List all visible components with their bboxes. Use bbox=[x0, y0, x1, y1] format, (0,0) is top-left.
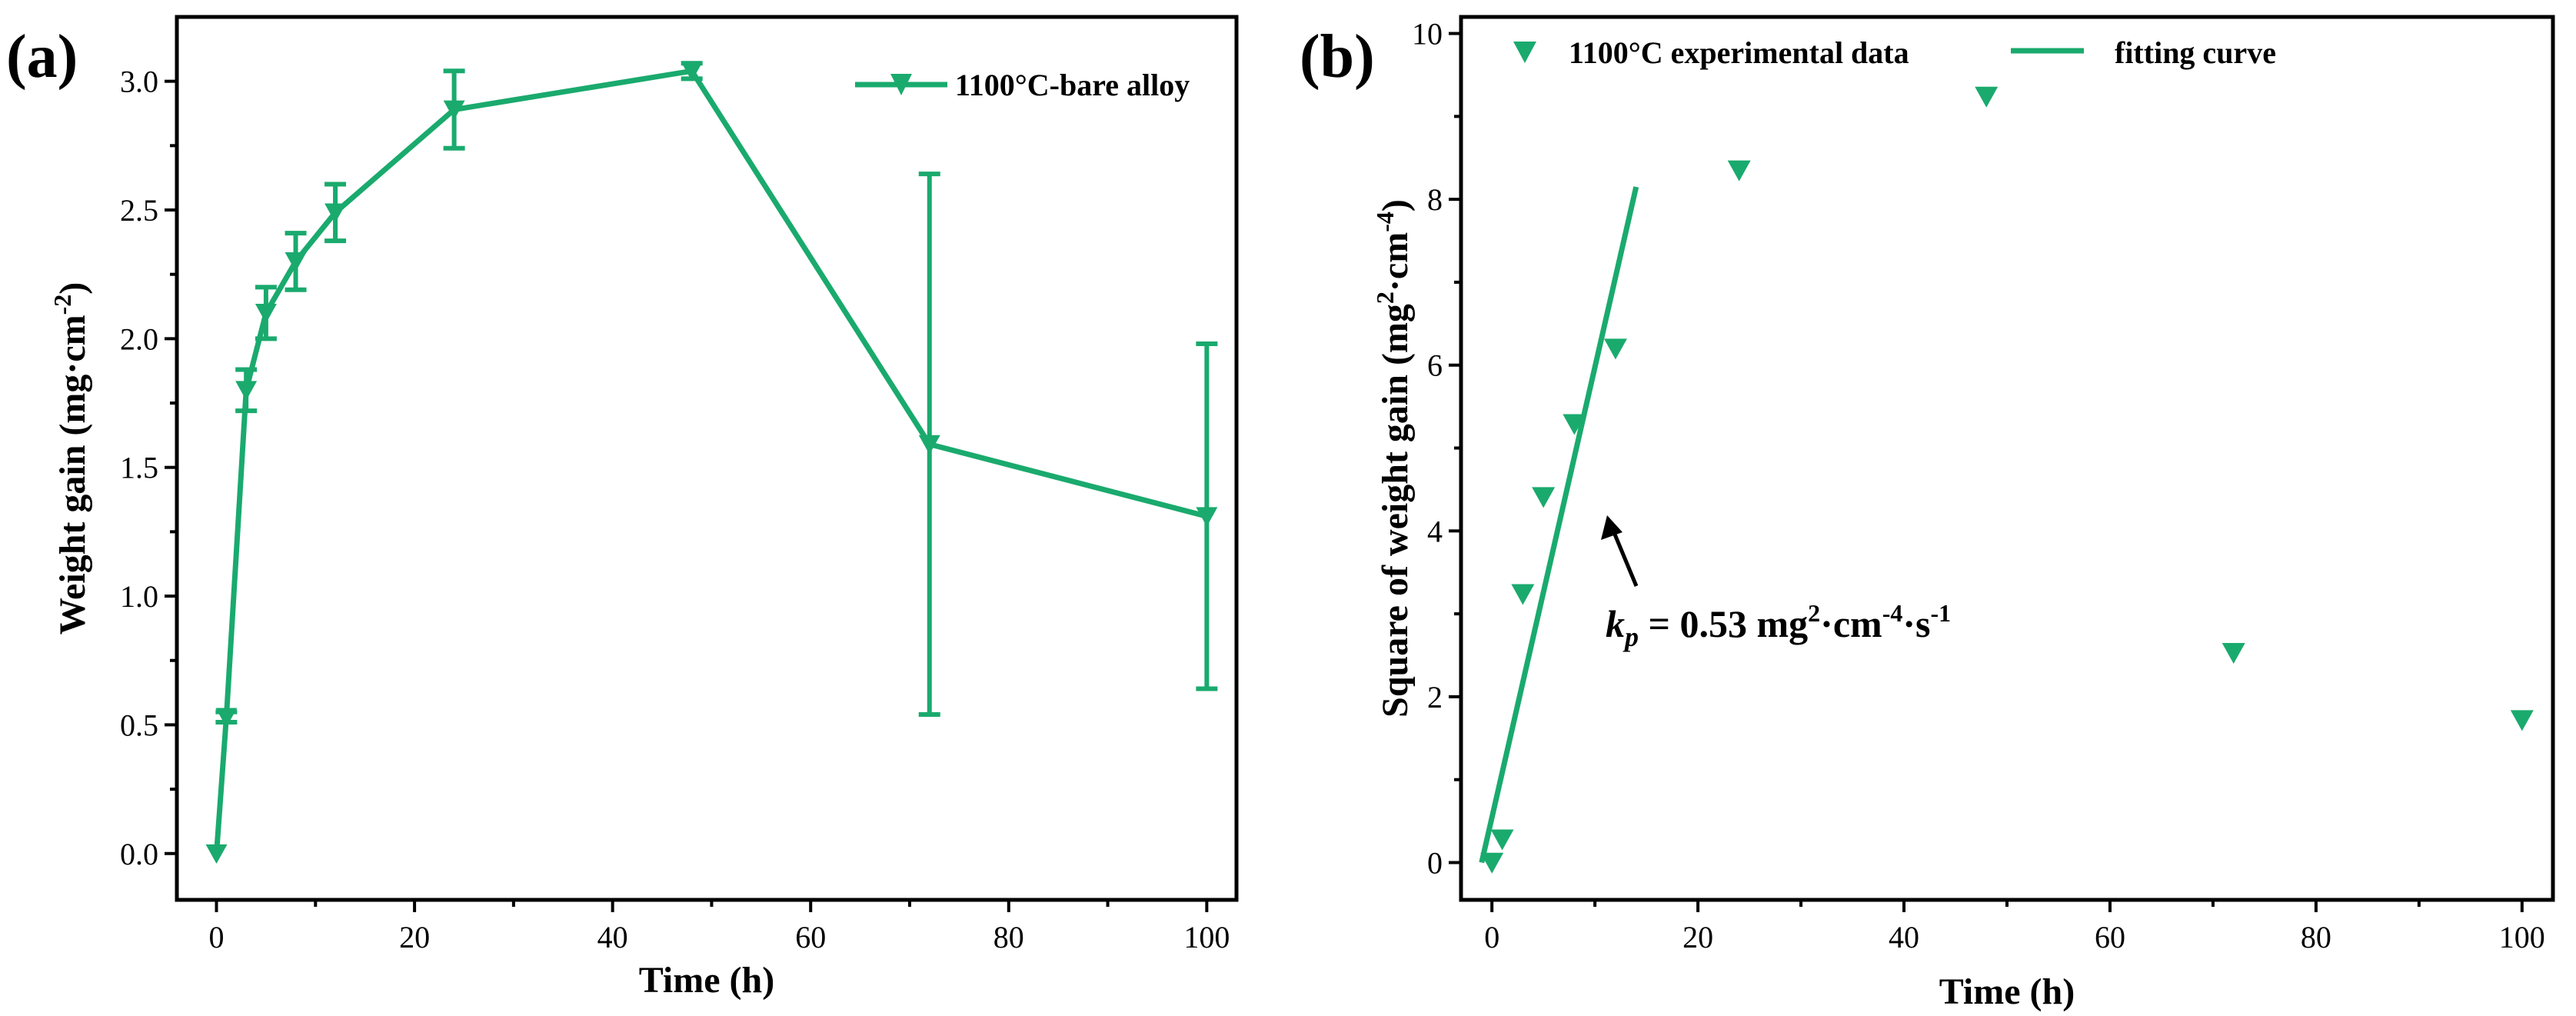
chart-b-tick-labels: 0 20 40 60 80 100 0 2 4 6 8 10 bbox=[1412, 17, 2545, 954]
chart-b: 0 20 40 60 80 100 0 2 4 6 8 10 Time (h) Square of w… bbox=[1371, 15, 2555, 1012]
b-data-point bbox=[1603, 338, 1627, 360]
b-ytick-label: 0 bbox=[1427, 845, 1443, 880]
a-data-point bbox=[235, 381, 258, 401]
a-xtick-label: 60 bbox=[795, 920, 826, 954]
b-data-point bbox=[1490, 829, 1514, 851]
chart-a-xlabel: Time (h) bbox=[639, 960, 774, 1001]
a-ytick-label: 0.5 bbox=[120, 708, 158, 742]
panel-label-a: (a) bbox=[6, 23, 78, 91]
panel-label-b: (b) bbox=[1300, 23, 1375, 91]
chart-a: 0 20 40 60 80 100 0.0 0.5 1.0 1.5 2.0 2.5 3.0 Time (… bbox=[48, 15, 1239, 1001]
chart-b-ticks bbox=[1449, 32, 2524, 912]
a-data-point bbox=[324, 203, 347, 223]
a-ytick-label: 0.0 bbox=[120, 837, 158, 871]
a-ytick-label: 3.0 bbox=[120, 65, 158, 99]
b-ytick-label: 8 bbox=[1427, 182, 1443, 217]
b-data-point bbox=[1511, 584, 1535, 605]
chart-a-ticks bbox=[165, 79, 1209, 912]
a-xtick-label: 100 bbox=[1183, 920, 1230, 954]
b-xtick-label: 40 bbox=[1889, 920, 1919, 954]
chart-a-legend-label: 1100°C-bare alloy bbox=[955, 68, 1190, 102]
kp-annotation: kp = 0.53 mg2·cm-4·s-1 bbox=[1606, 599, 1951, 652]
b-xtick-label: 0 bbox=[1484, 920, 1499, 954]
chart-b-legend: 1100°C experimental data fitting curve bbox=[1513, 35, 2276, 70]
a-ytick-label: 2.0 bbox=[120, 321, 158, 356]
b-xtick-label: 20 bbox=[1682, 920, 1713, 954]
chart-b-ylabel: Square of weight gain (mg2·cm-4) bbox=[1371, 199, 1416, 718]
a-xtick-label: 80 bbox=[993, 920, 1024, 954]
a-data-point bbox=[215, 708, 238, 728]
a-xtick-label: 40 bbox=[597, 920, 628, 954]
b-ytick-label: 10 bbox=[1412, 17, 1443, 52]
chart-b-legend-scatter-label: 1100°C experimental data bbox=[1569, 35, 1909, 70]
b-ytick-label: 4 bbox=[1427, 514, 1443, 548]
a-ytick-label: 1.5 bbox=[120, 451, 158, 485]
chart-b-legend-marker bbox=[1513, 42, 1536, 63]
b-data-point bbox=[1727, 160, 1751, 182]
b-data-point bbox=[1480, 852, 1504, 874]
annotation-arrow-shaft bbox=[1611, 530, 1639, 587]
a-xtick-label: 20 bbox=[399, 920, 430, 954]
b-xtick-label: 100 bbox=[2499, 920, 2545, 954]
a-data-point bbox=[443, 100, 465, 120]
b-data-point bbox=[2222, 643, 2245, 665]
b-data-point bbox=[1975, 86, 1999, 108]
b-xtick-label: 60 bbox=[2095, 920, 2125, 954]
b-ytick-label: 6 bbox=[1427, 348, 1443, 383]
a-xtick-label: 0 bbox=[209, 920, 225, 954]
b-ytick-label: 2 bbox=[1427, 680, 1443, 715]
a-data-point bbox=[255, 303, 277, 324]
a-ytick-label: 1.0 bbox=[120, 579, 158, 614]
b-data-point bbox=[2510, 710, 2534, 731]
b-data-point bbox=[1563, 414, 1586, 435]
a-series-line bbox=[214, 68, 1208, 854]
chart-a-series bbox=[205, 61, 1218, 864]
chart-a-legend-marker bbox=[890, 74, 912, 95]
a-data-point bbox=[1196, 507, 1218, 527]
a-data-point bbox=[205, 844, 228, 864]
chart-b-xlabel: Time (h) bbox=[1939, 971, 2075, 1012]
chart-a-frame bbox=[175, 15, 1239, 902]
chart-a-legend: 1100°C-bare alloy bbox=[855, 68, 1190, 102]
annotation-arrowhead bbox=[1601, 515, 1622, 540]
chart-a-tick-labels: 0 20 40 60 80 100 0.0 0.5 1.0 1.5 2.0 2.5 3.0 bbox=[120, 65, 1230, 954]
b-fitting-curve bbox=[1479, 186, 1639, 864]
a-data-point bbox=[681, 62, 703, 82]
chart-b-series bbox=[1479, 86, 2534, 874]
a-data-point bbox=[918, 435, 940, 455]
a-ytick-label: 2.5 bbox=[120, 193, 158, 228]
chart-b-annotation: kp = 0.53 mg2·cm-4·s-1 bbox=[1601, 515, 1951, 652]
chart-b-legend-line-label: fitting curve bbox=[2115, 35, 2276, 70]
b-xtick-label: 80 bbox=[2301, 920, 2331, 954]
chart-a-ylabel: Weight gain (mg·cm-2) bbox=[48, 282, 93, 635]
a-data-point bbox=[285, 252, 307, 272]
chart-b-frame bbox=[1459, 15, 2555, 902]
b-data-point bbox=[1532, 487, 1556, 508]
